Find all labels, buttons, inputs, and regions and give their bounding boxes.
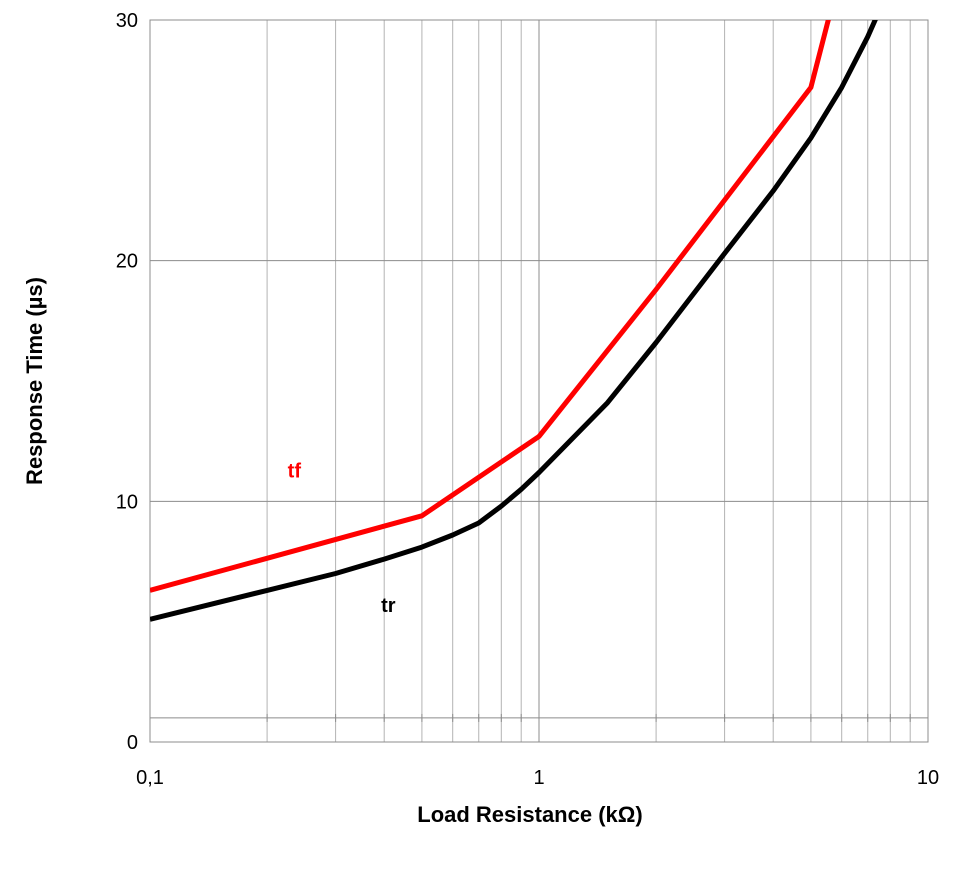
- x-tick-label: 10: [917, 767, 939, 789]
- y-tick-label: 10: [116, 491, 138, 513]
- series-label-tr: tr: [381, 595, 396, 617]
- axes: [149, 19, 929, 743]
- series-line-tr: [150, 20, 878, 622]
- grid-lines: [149, 19, 928, 743]
- series-group: [150, 20, 878, 622]
- labels-group: 0 10 20 30 0,1 1 10 tf tr: [116, 10, 939, 789]
- x-tick-label: 0,1: [136, 767, 164, 789]
- series-label-tf: tf: [288, 460, 302, 482]
- y-tick-label: 30: [116, 10, 138, 32]
- y-tick-label: 0: [127, 732, 138, 754]
- series-line-tf: [150, 20, 831, 593]
- y-axis-title: Response Time (µs): [22, 277, 47, 485]
- x-axis-title: Load Resistance (kΩ): [417, 802, 642, 827]
- plot-frame: [149, 19, 929, 743]
- y-tick-label: 20: [116, 251, 138, 273]
- x-tick-label: 1: [533, 767, 544, 789]
